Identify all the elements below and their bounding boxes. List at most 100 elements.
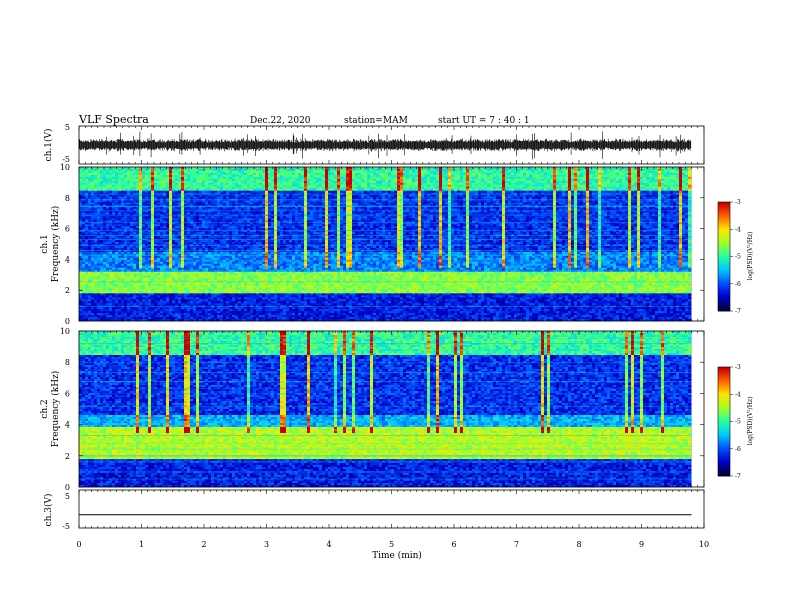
spectrogram-cell: [523, 179, 526, 181]
spectrogram-cell: [331, 197, 334, 199]
spectrogram-cell: [490, 197, 493, 199]
spectrogram-cell: [634, 171, 637, 173]
spectrogram-cell: [172, 193, 175, 195]
spectrogram-cell: [670, 173, 673, 175]
spectrogram-cell: [514, 191, 517, 193]
spectrogram-cell: [559, 181, 562, 183]
spectrogram-cell: [454, 173, 457, 175]
spectrogram-cell: [115, 175, 118, 177]
spectrogram-cell: [442, 189, 445, 191]
spectrogram-cell: [121, 185, 124, 187]
spectrogram-cell: [442, 177, 445, 179]
spectrogram-cell: [127, 175, 130, 177]
spectrogram-cell: [94, 191, 97, 193]
spectrogram-cell: [247, 177, 250, 179]
spectrogram-cell: [106, 175, 109, 177]
spectrogram-cell: [550, 183, 553, 185]
spectrogram-cell: [79, 203, 82, 205]
spectrogram-cell: [529, 199, 532, 201]
spectrogram-cell: [184, 193, 187, 195]
spectrogram-cell: [253, 195, 256, 197]
spectrogram-cell: [85, 199, 88, 201]
spectrogram-cell: [658, 193, 661, 195]
spectrogram-cell: [565, 185, 568, 187]
spectrogram-cell: [214, 187, 217, 189]
spectrogram-cell: [217, 183, 220, 185]
spectrogram-cell: [79, 173, 82, 175]
spectrogram-cell: [247, 171, 250, 173]
spectrogram-cell: [661, 193, 664, 195]
spectrogram-cell: [619, 181, 622, 183]
spectrogram-cell: [415, 199, 418, 201]
spectrogram-cell: [580, 175, 583, 177]
spectrogram-cell: [82, 203, 85, 205]
spectrogram-cell: [643, 171, 646, 173]
spectrogram-cell: [637, 189, 640, 191]
spectrogram-cell: [673, 179, 676, 181]
spectrogram-cell: [193, 177, 196, 179]
spectrogram-cell: [292, 189, 295, 191]
spectrogram-cell: [334, 175, 337, 177]
spectrogram-cell: [289, 189, 292, 191]
spectrogram-cell: [616, 193, 619, 195]
spectrogram-cell: [649, 193, 652, 195]
spectrogram-cell: [394, 203, 397, 205]
spectrogram-cell: [658, 203, 661, 205]
spectrogram-cell: [325, 181, 328, 183]
spectrogram-cell: [235, 197, 238, 199]
spectrogram-cell: [169, 189, 172, 191]
spectrogram-cell: [136, 195, 139, 197]
spectrogram-cell: [532, 177, 535, 179]
spectrogram-cell: [433, 208, 436, 210]
spectrogram-cell: [343, 193, 346, 195]
spectrogram-cell: [379, 181, 382, 183]
spectrogram-cell: [541, 185, 544, 187]
spectrogram-cell: [496, 175, 499, 177]
spectrogram-cell: [544, 187, 547, 189]
spectrogram-cell: [427, 195, 430, 197]
spectrogram-cell: [193, 175, 196, 177]
spectrogram-cell: [151, 173, 154, 175]
spectrogram-cell: [565, 187, 568, 189]
ch1-waveform-panel: 5 -5 ch.1(V): [43, 123, 704, 164]
spectrogram-cell: [556, 199, 559, 201]
spectrogram-cell: [559, 193, 562, 195]
spectrogram-cell: [301, 199, 304, 201]
spectrogram-cell: [679, 171, 682, 173]
start-time-label: start UT = 7 : 40 : 1: [438, 116, 530, 126]
spectrogram-cell: [598, 193, 601, 195]
spectrogram-cell: [283, 181, 286, 183]
spectrogram-cell: [502, 183, 505, 185]
spectrogram-cell: [250, 183, 253, 185]
spectrogram-cell: [304, 183, 307, 185]
spectrogram-cell: [232, 193, 235, 195]
spectrogram-cell: [250, 181, 253, 183]
ch1-waveform-trace: [79, 132, 691, 160]
spectrogram-cell: [382, 203, 385, 205]
spectrogram-cell: [538, 185, 541, 187]
spectrogram-cell: [184, 195, 187, 197]
spectrogram-cell: [631, 189, 634, 191]
spectrogram-cell: [112, 208, 115, 210]
spectrogram-cell: [208, 193, 211, 195]
spectrogram-cell: [169, 173, 172, 175]
spectrogram-cell: [430, 199, 433, 201]
spectrogram-cell: [631, 195, 634, 197]
spectrogram-cell: [268, 203, 271, 205]
spectrogram-cell: [445, 175, 448, 177]
spectrogram-cell: [220, 208, 223, 210]
spectrogram-cell: [634, 175, 637, 177]
spectrogram-cell: [283, 183, 286, 185]
spectrogram-cell: [640, 177, 643, 179]
spectrogram-cell: [505, 208, 508, 210]
spectrogram-cell: [583, 183, 586, 185]
spectrogram-cell: [313, 177, 316, 179]
spectrogram-cell: [430, 173, 433, 175]
spectrogram-cell: [505, 173, 508, 175]
spectrogram-cell: [130, 181, 133, 183]
spectrogram-cell: [244, 175, 247, 177]
spectrogram-cell: [412, 199, 415, 201]
spectrogram-cell: [397, 181, 400, 183]
spectrogram-cell: [478, 195, 481, 197]
spectrogram-cell: [529, 189, 532, 191]
